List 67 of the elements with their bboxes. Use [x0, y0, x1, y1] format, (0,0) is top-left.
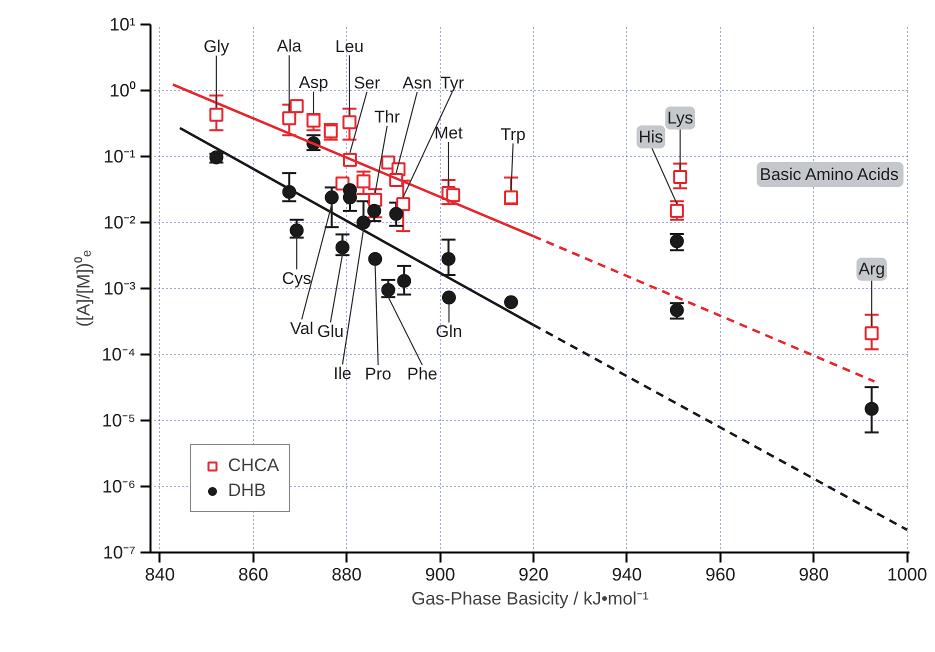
annotation: Pro: [364, 364, 392, 384]
point: [504, 295, 518, 310]
y-tick-label: 10⁻³: [103, 278, 136, 298]
annotation: Lys: [667, 108, 694, 128]
annotation: Thr: [374, 107, 400, 126]
x-tick-label: 960: [705, 564, 736, 584]
x-tick-label: 940: [612, 564, 642, 584]
point: [864, 326, 879, 340]
annotation: Leu: [335, 36, 364, 56]
x-tick-label: 880: [332, 564, 362, 584]
x-tick-label: 840: [144, 564, 175, 584]
legend-label: CHCA: [228, 455, 280, 476]
annotation: Cys: [282, 268, 312, 288]
legend-label: DHB: [228, 480, 266, 501]
annotation: His: [638, 127, 664, 146]
point: [209, 108, 224, 122]
annotation: Ser: [354, 73, 381, 92]
point: [368, 252, 382, 266]
point: [397, 274, 412, 288]
y-tick-label: 10⁻⁵: [102, 410, 136, 430]
y-tick-label: 10⁻⁴: [102, 344, 136, 364]
point: [441, 252, 456, 266]
point: [324, 190, 339, 204]
annotation: Basic Amino Acids: [760, 165, 899, 184]
annotation: Phe: [407, 364, 438, 384]
point: [670, 204, 684, 218]
y-tick-label: 10⁰: [109, 80, 136, 100]
annotation: Ile: [334, 364, 352, 383]
x-tick-label: 920: [518, 564, 549, 584]
annotation: Asn: [402, 74, 432, 93]
y-tick-label: 10⁻⁷: [102, 542, 136, 562]
y-tick-label: 10⁻²: [103, 212, 136, 232]
annotation: Arg: [858, 260, 885, 279]
point: [670, 234, 684, 248]
point: [356, 174, 370, 188]
annotation: Gly: [204, 37, 230, 56]
point: [389, 206, 404, 221]
point: [209, 150, 224, 164]
point: [864, 402, 879, 416]
annotation: Ala: [276, 36, 302, 56]
point: [446, 188, 460, 202]
point: [673, 170, 688, 184]
point: [306, 114, 321, 128]
annotation: Gln: [436, 322, 462, 342]
x-tick-label: 860: [238, 564, 268, 584]
y-tick-label: 10⁻⁶: [102, 476, 136, 496]
x-tick-label: 900: [425, 564, 456, 584]
y-axis-title: ([A]/[M])⁰ₑ: [74, 250, 94, 327]
point: [504, 190, 518, 204]
point: [396, 197, 410, 212]
x-tick-label: 980: [798, 564, 829, 584]
point: [290, 223, 304, 238]
point: [342, 115, 356, 130]
y-tick-label: 10¹: [109, 14, 136, 34]
annotation: Asp: [298, 73, 328, 92]
annotation: Trp: [500, 124, 526, 144]
annotation: Val: [290, 318, 314, 338]
point: [335, 240, 350, 254]
annotation: Met: [434, 123, 463, 142]
annotation: Glu: [317, 322, 344, 341]
annotation: Tyr: [440, 74, 464, 93]
y-tick-label: 10⁻¹: [103, 146, 136, 166]
point: [442, 290, 456, 305]
x-axis-title: Gas-Phase Basicity / kJ•mol⁻¹: [411, 588, 649, 608]
point: [290, 99, 304, 114]
x-tick-label: 1000: [887, 564, 928, 584]
point: [282, 111, 296, 126]
